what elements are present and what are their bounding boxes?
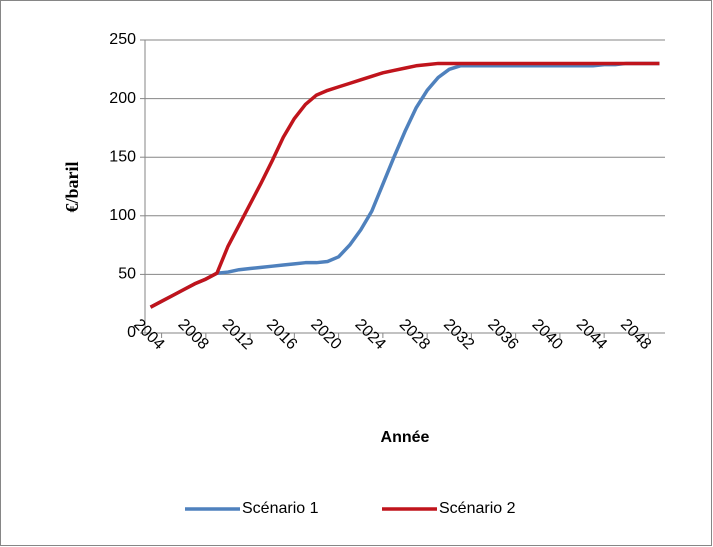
y-tick-label: 50	[118, 266, 136, 283]
y-axis-title: €/baril	[62, 161, 82, 212]
y-tick-label: 150	[109, 148, 136, 165]
y-tick-label: 0	[127, 324, 136, 341]
y-tick-label: 250	[109, 31, 136, 48]
legend-label: Scénario 1	[242, 500, 319, 517]
y-tick-label: 200	[109, 90, 136, 107]
series-line	[149, 61, 660, 309]
legend-label: Scénario 2	[439, 500, 516, 517]
x-axis-title: Année	[381, 429, 430, 446]
series-line	[149, 61, 660, 309]
y-tick-label: 100	[109, 207, 136, 224]
